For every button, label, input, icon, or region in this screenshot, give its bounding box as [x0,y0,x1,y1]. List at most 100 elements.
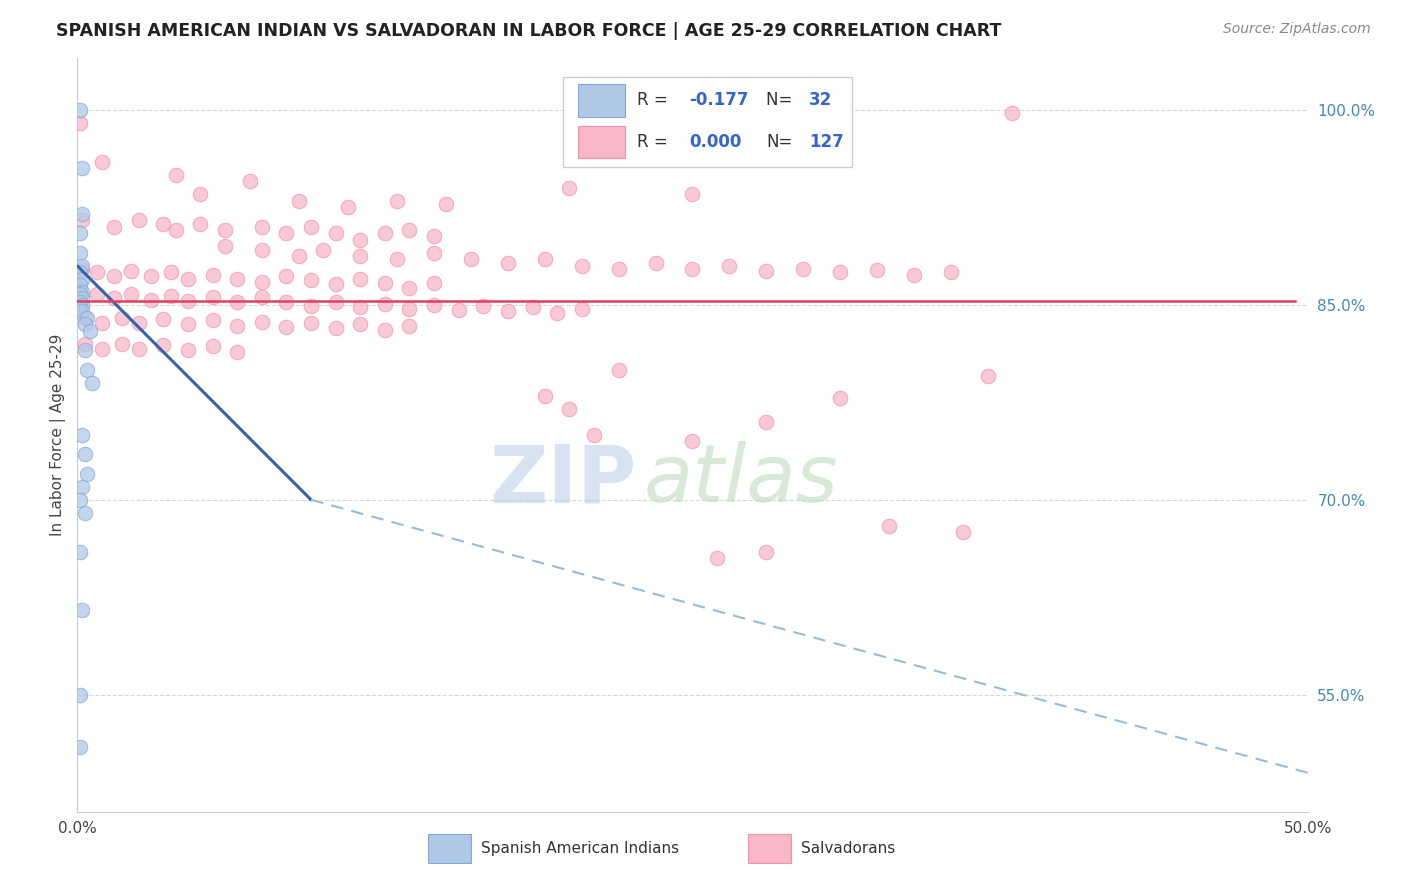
Point [226,272,249,286]
Point [69,265,91,279]
Point [830,392,852,406]
Point [398,281,420,295]
Point [128,213,150,227]
Point [70,161,93,176]
Point [250,219,273,234]
Point [558,181,581,195]
Point [374,276,396,290]
Point [69,301,91,315]
Point [177,343,200,358]
Point [583,428,606,442]
Point [239,174,262,188]
Point [69,246,91,260]
Point [250,275,273,289]
Point [103,292,125,306]
Point [299,219,322,234]
Point [128,342,150,356]
Point [103,219,125,234]
Point [423,246,446,260]
Point [201,339,224,353]
Point [250,315,273,329]
Point [706,551,728,566]
Point [177,318,200,332]
Point [558,401,581,416]
Point [70,304,93,318]
FancyBboxPatch shape [748,834,792,863]
Point [226,344,249,359]
Point [165,168,187,182]
Text: R =: R = [637,133,673,151]
Point [522,301,544,315]
Point [73,310,96,325]
Point [190,187,212,202]
Point [571,259,593,273]
Point [423,229,446,244]
Point [70,428,93,442]
Point [70,603,93,617]
Point [73,318,96,332]
Point [299,299,322,313]
Point [76,363,98,377]
Point [436,196,458,211]
Point [76,310,98,325]
Point [73,447,96,461]
Point [141,269,163,284]
Point [472,299,495,313]
Point [496,304,519,318]
Point [73,343,96,358]
Point [349,301,371,315]
Point [374,227,396,241]
Point [250,290,273,304]
FancyBboxPatch shape [564,77,852,168]
Point [496,256,519,270]
Point [90,316,114,330]
Point [69,545,91,559]
Point [387,194,409,208]
Point [276,227,298,241]
Point [349,272,371,286]
Y-axis label: In Labor Force | Age 25-29: In Labor Force | Age 25-29 [51,334,66,536]
Point [79,324,101,338]
Point [288,248,311,262]
Point [276,320,298,334]
Point [69,116,91,130]
Point [755,264,778,278]
Point [69,103,91,117]
Point [201,290,224,304]
FancyBboxPatch shape [427,834,471,863]
Point [70,292,93,306]
Point [447,303,470,318]
Point [546,306,568,320]
Point [952,525,974,540]
FancyBboxPatch shape [578,84,624,117]
Point [571,301,593,316]
Point [325,227,347,241]
Text: -0.177: -0.177 [689,91,748,110]
Point [152,338,174,352]
Text: N=: N= [766,91,797,110]
Point [755,415,778,429]
Point [160,289,183,303]
Point [165,222,187,236]
Point [299,273,322,287]
Point [325,321,347,335]
Text: 32: 32 [810,91,832,110]
Point [349,233,371,247]
Point [69,282,91,296]
Point [152,217,174,231]
Point [190,217,212,231]
Point [69,688,91,702]
Point [141,293,163,307]
Point [299,316,322,330]
Point [534,252,557,267]
Point [70,285,93,299]
Point [69,278,91,293]
Text: ZIP: ZIP [489,441,637,519]
Point [152,312,174,326]
Text: R =: R = [637,91,673,110]
Point [70,480,93,494]
Point [977,369,1000,384]
Point [682,187,704,202]
Point [201,313,224,327]
Point [250,244,273,258]
